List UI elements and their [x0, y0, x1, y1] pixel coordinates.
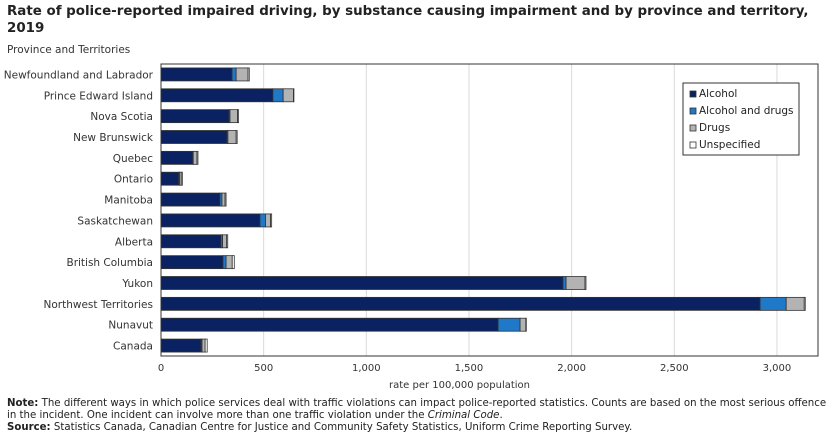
x-tick-label: 0 — [158, 363, 164, 374]
category-label: Canada — [113, 341, 153, 353]
bar-segment-drugs — [229, 109, 238, 124]
category-label: Northwest Territories — [43, 299, 153, 311]
bars — [160, 67, 806, 353]
x-tick-label: 1,000 — [352, 363, 381, 374]
note-label: Note: — [7, 398, 39, 409]
note-text: The different ways in which police servi… — [7, 398, 827, 421]
bar-segment-drugs — [235, 67, 249, 82]
bar-segment-unspecified — [803, 296, 806, 311]
bar-segment-alcohol — [160, 338, 202, 353]
note-text-end: . — [499, 410, 503, 421]
chart-title: Rate of police-reported impaired driving… — [7, 4, 809, 36]
bar-segment-alcohol-and-drugs — [497, 317, 521, 332]
bar-segment-alcohol — [160, 171, 180, 186]
bar-segment-unspecified — [226, 234, 229, 249]
legend-label: Drugs — [699, 122, 730, 134]
bar-segment-alcohol — [160, 192, 221, 207]
x-tick-label: 1,500 — [455, 363, 484, 374]
bar-segment-drugs — [265, 213, 272, 228]
x-tick-labels: 0 500 1,000 1,500 2,000 2,500 3,000 — [158, 363, 791, 374]
bar-segment-unspecified — [204, 338, 208, 353]
legend: Alcohol Alcohol and drugs Drugs Unspecified — [682, 82, 800, 156]
bar-segment-drugs — [785, 296, 805, 311]
bar-segment-alcohol — [160, 255, 224, 270]
bar-segment-alcohol-and-drugs — [759, 296, 787, 311]
category-label: Newfoundland and Labrador — [4, 69, 154, 81]
bar-segment-drugs — [227, 130, 237, 144]
bar-segment-alcohol — [160, 317, 499, 332]
legend-label: Alcohol and drugs — [699, 105, 794, 117]
footnote: Note: The different ways in which police… — [7, 398, 837, 434]
category-label: Saskatchewan — [77, 215, 153, 227]
bar-segment-unspecified — [270, 213, 273, 228]
legend-label: Unspecified — [699, 139, 760, 151]
legend-box — [682, 82, 800, 156]
legend-label: Alcohol — [699, 88, 737, 100]
bar-segment-drugs — [222, 234, 228, 249]
category-label: Ontario — [114, 174, 153, 186]
bar-segment-unspecified — [231, 255, 235, 270]
x-tick-label: 500 — [254, 363, 273, 374]
x-tick-label: 2,500 — [660, 363, 689, 374]
category-label: Yukon — [121, 278, 153, 290]
y-axis-title: Province and Territories — [7, 44, 131, 56]
bar-segment-drugs — [221, 192, 226, 207]
x-tick-label: 3,000 — [763, 363, 792, 374]
x-axis-title: rate per 100,000 population — [389, 380, 530, 391]
bar-segment-drugs — [201, 338, 206, 353]
category-label: New Brunswick — [73, 132, 154, 144]
bar-segment-unspecified — [180, 171, 183, 186]
category-label: Manitoba — [104, 195, 153, 207]
category-label: Alberta — [115, 236, 153, 248]
bar-segment-alcohol — [160, 213, 261, 228]
bar-segment-alcohol — [160, 67, 233, 82]
bar-segment-alcohol-and-drugs — [562, 276, 567, 290]
source-text: Statistics Canada, Canadian Centre for J… — [50, 422, 633, 433]
category-label: Prince Edward Island — [44, 90, 153, 102]
bar-segment-alcohol — [160, 276, 564, 290]
bar-segment-drugs — [282, 88, 294, 103]
bar-segment-unspecified — [584, 276, 587, 290]
bar-segment-unspecified — [196, 150, 199, 165]
category-labels: Newfoundland and Labrador Prince Edward I… — [4, 69, 154, 352]
legend-swatch — [689, 90, 697, 98]
note-italic: Criminal Code — [427, 410, 500, 421]
category-label: Quebec — [113, 153, 154, 165]
category-label: Nunavut — [108, 320, 153, 332]
bar-segment-unspecified — [247, 67, 250, 82]
plot-frame — [160, 63, 819, 357]
bar-segment-alcohol — [160, 234, 222, 249]
category-label: Nova Scotia — [90, 111, 153, 123]
bar-segment-alcohol — [160, 130, 228, 144]
category-label: British Columbia — [66, 257, 153, 269]
x-tick-label: 2,000 — [557, 363, 586, 374]
bar-segment-unspecified — [237, 109, 240, 124]
bar-segment-alcohol — [160, 109, 230, 124]
bar-segment-drugs — [565, 276, 586, 290]
bar-segment-unspecified — [293, 88, 295, 103]
legend-swatch — [689, 107, 697, 115]
bar-segment-drugs — [192, 150, 198, 165]
bar-segment-alcohol — [160, 88, 274, 103]
bar-segment-unspecified — [525, 317, 527, 332]
bar-segment-alcohol-and-drugs — [231, 67, 237, 82]
bar-segment-drugs — [519, 317, 527, 332]
note-line: Note: The different ways in which police… — [7, 398, 837, 422]
bar-segment-alcohol-and-drugs — [259, 213, 266, 228]
legend-swatch — [689, 141, 697, 149]
bar-segment-alcohol-and-drugs — [222, 255, 227, 270]
bar-segment-alcohol-and-drugs — [272, 88, 284, 103]
bar-segment-drugs — [225, 255, 233, 270]
bar-segment-alcohol — [160, 296, 761, 311]
bar-segment-alcohol — [160, 150, 194, 165]
legend-swatch — [689, 124, 697, 132]
bar-segment-unspecified — [235, 130, 238, 144]
bar-segment-unspecified — [224, 192, 227, 207]
source-label: Source: — [7, 422, 51, 433]
source-line: Source: Statistics Canada, Canadian Cent… — [7, 422, 837, 434]
